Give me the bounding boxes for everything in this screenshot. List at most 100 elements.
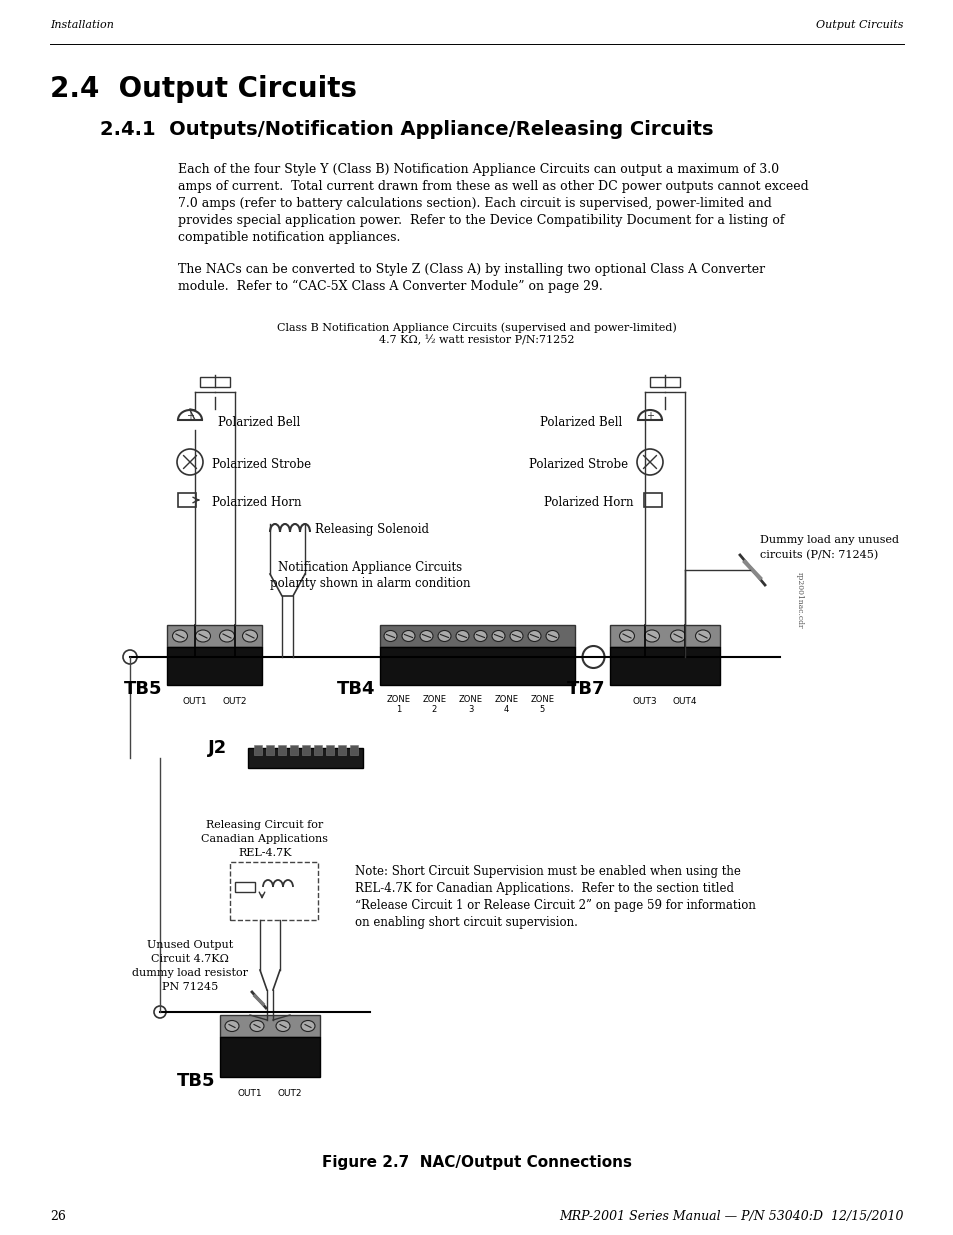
Text: 2: 2: [432, 705, 436, 714]
Ellipse shape: [275, 1020, 290, 1031]
Ellipse shape: [195, 630, 211, 642]
Text: Polarized Bell: Polarized Bell: [218, 415, 300, 429]
Circle shape: [177, 450, 203, 475]
Text: OUT1: OUT1: [237, 1089, 262, 1098]
Text: rp2001nac.cdr: rp2001nac.cdr: [795, 572, 803, 629]
Text: The NACs can be converted to Style Z (Class A) by installing two optional Class : The NACs can be converted to Style Z (Cl…: [178, 263, 764, 275]
Ellipse shape: [219, 630, 234, 642]
Text: Polarized Strobe: Polarized Strobe: [212, 457, 311, 471]
Bar: [277, 745, 286, 755]
Text: ZONE: ZONE: [386, 695, 410, 704]
Bar: [314, 745, 322, 755]
Text: ZONE: ZONE: [422, 695, 446, 704]
Text: 7.0 amps (refer to battery calculations section). Each circuit is supervised, po: 7.0 amps (refer to battery calculations …: [178, 198, 771, 210]
Text: Polarized Horn: Polarized Horn: [544, 495, 634, 509]
Bar: [234, 882, 254, 892]
Bar: [609, 647, 720, 685]
Bar: [380, 625, 575, 647]
Text: Output Circuits: Output Circuits: [816, 20, 903, 30]
Ellipse shape: [384, 631, 396, 641]
Ellipse shape: [492, 631, 504, 641]
Text: TB4: TB4: [336, 680, 375, 698]
Ellipse shape: [474, 631, 486, 641]
Text: Polarized Bell: Polarized Bell: [539, 415, 621, 429]
Text: 2.4.1  Outputs/Notification Appliance/Releasing Circuits: 2.4.1 Outputs/Notification Appliance/Rel…: [100, 120, 713, 140]
Text: OUT1: OUT1: [182, 697, 207, 706]
Bar: [649, 377, 679, 387]
Text: circuits (P/N: 71245): circuits (P/N: 71245): [760, 550, 878, 561]
Text: Polarized Horn: Polarized Horn: [212, 495, 301, 509]
Text: MRP-2001 Series Manual — P/N 53040:D  12/15/2010: MRP-2001 Series Manual — P/N 53040:D 12/…: [558, 1210, 903, 1223]
Text: +: +: [645, 411, 654, 421]
Ellipse shape: [172, 630, 188, 642]
Text: provides special application power.  Refer to the Device Compatibility Document : provides special application power. Refe…: [178, 214, 783, 227]
Ellipse shape: [437, 631, 451, 641]
Text: REL-4.7K for Canadian Applications.  Refer to the section titled: REL-4.7K for Canadian Applications. Refe…: [355, 882, 733, 895]
Text: TB7: TB7: [566, 680, 604, 698]
Ellipse shape: [510, 631, 522, 641]
Text: polarity shown in alarm condition: polarity shown in alarm condition: [270, 577, 470, 589]
Text: +: +: [186, 411, 193, 421]
Text: amps of current.  Total current drawn from these as well as other DC power outpu: amps of current. Total current drawn fro…: [178, 180, 808, 193]
Text: compatible notification appliances.: compatible notification appliances.: [178, 231, 400, 245]
Bar: [178, 493, 195, 508]
Text: 4.7 KΩ, ½ watt resistor P/N:71252: 4.7 KΩ, ½ watt resistor P/N:71252: [379, 335, 574, 346]
Bar: [220, 1037, 319, 1077]
Text: 4: 4: [503, 705, 509, 714]
Text: Dummy load any unused: Dummy load any unused: [760, 535, 898, 545]
Bar: [248, 748, 363, 768]
Bar: [326, 745, 334, 755]
Bar: [220, 1015, 319, 1037]
Ellipse shape: [401, 631, 415, 641]
Text: “Release Circuit 1 or Release Circuit 2” on page 59 for information: “Release Circuit 1 or Release Circuit 2”…: [355, 899, 755, 911]
Text: on enabling short circuit supervision.: on enabling short circuit supervision.: [355, 916, 578, 929]
Bar: [609, 625, 720, 647]
Bar: [266, 745, 274, 755]
Text: Polarized Strobe: Polarized Strobe: [528, 457, 627, 471]
Text: TB5: TB5: [176, 1072, 214, 1091]
Text: OUT4: OUT4: [672, 697, 697, 706]
Text: 26: 26: [50, 1210, 66, 1223]
Bar: [380, 647, 575, 685]
Text: Releasing Circuit for: Releasing Circuit for: [206, 820, 323, 830]
Bar: [290, 745, 297, 755]
Ellipse shape: [695, 630, 710, 642]
Text: TB5: TB5: [124, 680, 162, 698]
Bar: [253, 745, 262, 755]
Ellipse shape: [545, 631, 558, 641]
Text: Circuit 4.7KΩ: Circuit 4.7KΩ: [151, 953, 229, 965]
Text: Figure 2.7  NAC/Output Connections: Figure 2.7 NAC/Output Connections: [322, 1155, 631, 1170]
Text: Each of the four Style Y (Class B) Notification Appliance Circuits can output a : Each of the four Style Y (Class B) Notif…: [178, 163, 779, 177]
Text: Note: Short Circuit Supervision must be enabled when using the: Note: Short Circuit Supervision must be …: [355, 864, 740, 878]
Text: Class B Notification Appliance Circuits (supervised and power-limited): Class B Notification Appliance Circuits …: [276, 322, 677, 332]
Text: dummy load resistor: dummy load resistor: [132, 968, 248, 978]
Text: 5: 5: [539, 705, 544, 714]
Text: PN 71245: PN 71245: [162, 982, 218, 992]
Text: 3: 3: [467, 705, 473, 714]
Text: ZONE: ZONE: [530, 695, 554, 704]
Text: OUT3: OUT3: [632, 697, 657, 706]
Circle shape: [582, 646, 604, 668]
Ellipse shape: [527, 631, 540, 641]
Text: Canadian Applications: Canadian Applications: [201, 834, 328, 844]
Text: 2.4  Output Circuits: 2.4 Output Circuits: [50, 75, 356, 103]
Ellipse shape: [250, 1020, 264, 1031]
Text: Unused Output: Unused Output: [147, 940, 233, 950]
Text: Releasing Solenoid: Releasing Solenoid: [314, 522, 429, 536]
Text: REL-4.7K: REL-4.7K: [238, 848, 292, 858]
Text: ZONE: ZONE: [458, 695, 482, 704]
Ellipse shape: [644, 630, 659, 642]
Text: J2: J2: [208, 739, 227, 757]
Circle shape: [637, 450, 662, 475]
Bar: [302, 745, 310, 755]
Bar: [337, 745, 346, 755]
Bar: [643, 493, 661, 508]
Text: ZONE: ZONE: [494, 695, 518, 704]
Text: module.  Refer to “CAC-5X Class A Converter Module” on page 29.: module. Refer to “CAC-5X Class A Convert…: [178, 280, 602, 293]
Circle shape: [153, 1007, 166, 1018]
Text: OUT2: OUT2: [277, 1089, 302, 1098]
Ellipse shape: [618, 630, 634, 642]
Bar: [168, 647, 262, 685]
Ellipse shape: [419, 631, 433, 641]
Bar: [168, 625, 262, 647]
